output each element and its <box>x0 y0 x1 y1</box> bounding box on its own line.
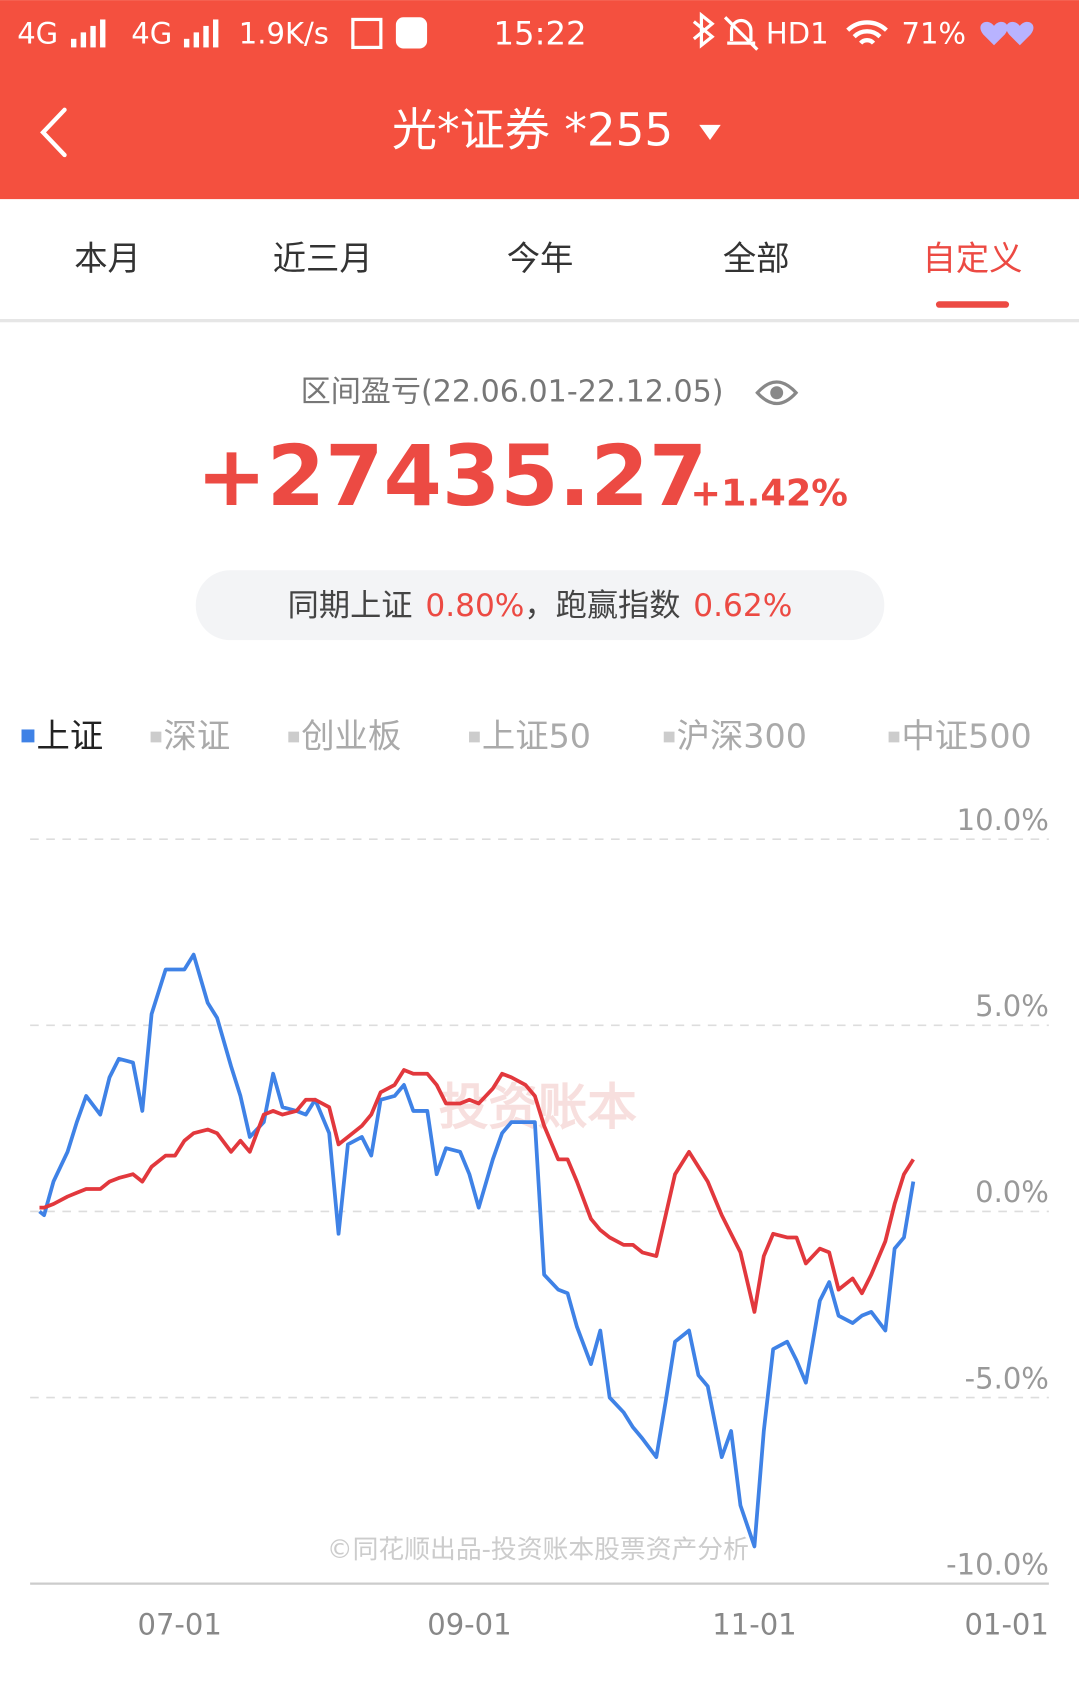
beat-value: 0.62% <box>693 588 792 624</box>
bluetooth-icon <box>692 11 715 49</box>
comparison-text: 同期上证 0.80%，跑赢指数 0.62% <box>288 588 793 624</box>
index-value: 0.80% <box>425 588 524 624</box>
legend-label[interactable]: 中证500 <box>901 717 1031 756</box>
battery-icon <box>980 21 1034 46</box>
x-tick-label: 01-01 <box>965 1608 1049 1642</box>
index-label: 同期上证 <box>288 588 413 624</box>
series-line <box>38 952 916 1549</box>
battery-level: 71% <box>901 17 966 51</box>
signal-bar <box>203 25 209 48</box>
signal-bar <box>71 38 77 48</box>
x-tick-label: 07-01 <box>137 1608 221 1642</box>
y-tick-label: -5.0% <box>965 1361 1049 1395</box>
y-tick-label: 5.0% <box>975 989 1049 1023</box>
legend-label[interactable]: 创业板 <box>301 717 401 756</box>
legend-label[interactable]: 深证 <box>164 717 231 756</box>
clock: 15:22 <box>494 15 587 53</box>
period-tabs: 本月 近三月 今年 全部 自定义 <box>74 239 1022 308</box>
period-tab[interactable]: 自定义 <box>923 239 1023 278</box>
period-tab[interactable]: 全部 <box>723 239 790 278</box>
signal-bar <box>193 32 200 48</box>
legend-swatch[interactable] <box>21 729 35 743</box>
x-tick-label: 11-01 <box>712 1608 796 1642</box>
x-tick-label: 09-01 <box>427 1608 511 1642</box>
status-bar: 4G 4G 1.9K/s 15:22 HD1 71% <box>17 11 1034 53</box>
signal-bar <box>80 32 87 48</box>
y-tick-label: -10.0% <box>946 1547 1049 1581</box>
legend-swatch[interactable] <box>288 731 300 743</box>
footer-credit: ©同花顺出品-投资账本股票资产分析 <box>327 1535 749 1565</box>
back-button[interactable] <box>40 107 67 158</box>
signal-bar <box>90 25 96 48</box>
beat-label: ，跑赢指数 <box>524 588 680 624</box>
series-line <box>39 1068 915 1314</box>
legend-swatch[interactable] <box>663 731 675 743</box>
profit-amount: +27435.27 <box>196 427 707 525</box>
summary-label: 区间盈亏(22.06.01-22.12.05) <box>301 374 724 409</box>
legend-label[interactable]: 上证 <box>37 717 104 756</box>
signal-bar <box>213 19 219 48</box>
period-tab[interactable]: 本月 <box>74 239 141 278</box>
legend: 上证 深证 创业板 上证50 沪深300 中证500 <box>21 717 1032 756</box>
legend-swatch[interactable] <box>469 731 480 743</box>
comparison-pill <box>195 570 885 641</box>
signal-bar <box>183 38 190 48</box>
legend-label[interactable]: 沪深300 <box>677 717 807 756</box>
wifi-icon <box>846 20 888 45</box>
legend-swatch[interactable] <box>888 731 900 743</box>
profit-percent: +1.42% <box>690 471 847 514</box>
signal-bar <box>100 19 106 48</box>
legend-swatch[interactable] <box>150 731 162 743</box>
active-tab-indicator <box>935 301 1010 308</box>
hd-label: HD1 <box>766 17 829 51</box>
header-background <box>0 0 1079 200</box>
network-label: 4G <box>17 17 58 51</box>
dropdown-arrow[interactable] <box>699 124 721 140</box>
eye-icon[interactable] <box>755 380 799 406</box>
y-tick-label: 0.0% <box>975 1175 1049 1209</box>
network-speed: 1.9K/s <box>239 17 329 51</box>
period-tab[interactable]: 近三月 <box>273 239 373 278</box>
network-label: 4G <box>131 17 172 51</box>
y-tick-label: 10.0% <box>957 803 1049 837</box>
app-icon <box>351 17 383 50</box>
period-tab[interactable]: 今年 <box>507 239 574 278</box>
legend-label[interactable]: 上证50 <box>482 717 591 756</box>
account-title[interactable]: 光*证券 *255 <box>392 103 673 156</box>
app-icon <box>395 17 428 49</box>
mute-icon <box>723 16 759 51</box>
